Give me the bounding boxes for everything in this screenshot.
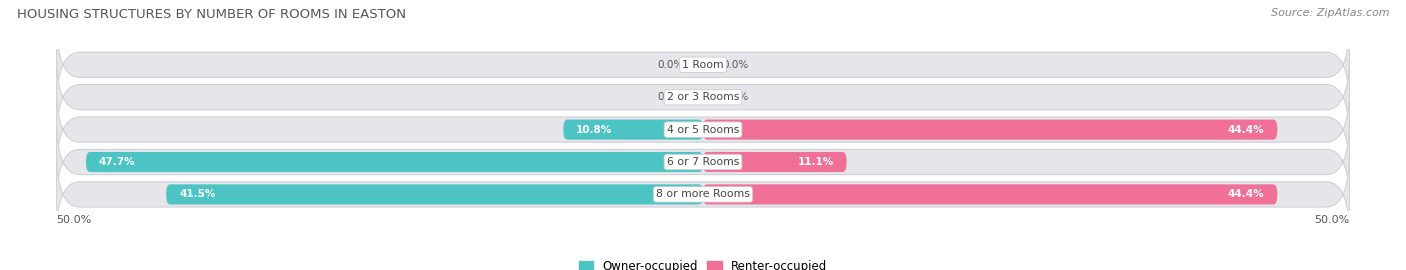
FancyBboxPatch shape <box>564 120 703 140</box>
Text: 6 or 7 Rooms: 6 or 7 Rooms <box>666 157 740 167</box>
Text: 47.7%: 47.7% <box>98 157 135 167</box>
FancyBboxPatch shape <box>86 152 703 172</box>
Text: 44.4%: 44.4% <box>1227 124 1264 135</box>
Text: 41.5%: 41.5% <box>179 189 215 200</box>
Text: 4 or 5 Rooms: 4 or 5 Rooms <box>666 124 740 135</box>
FancyBboxPatch shape <box>56 116 1350 208</box>
Text: 11.1%: 11.1% <box>797 157 834 167</box>
FancyBboxPatch shape <box>56 84 1350 175</box>
Text: Source: ZipAtlas.com: Source: ZipAtlas.com <box>1271 8 1389 18</box>
Text: 2 or 3 Rooms: 2 or 3 Rooms <box>666 92 740 102</box>
Text: 1 Room: 1 Room <box>682 60 724 70</box>
FancyBboxPatch shape <box>703 120 1277 140</box>
Text: HOUSING STRUCTURES BY NUMBER OF ROOMS IN EASTON: HOUSING STRUCTURES BY NUMBER OF ROOMS IN… <box>17 8 406 21</box>
FancyBboxPatch shape <box>56 52 1350 143</box>
Legend: Owner-occupied, Renter-occupied: Owner-occupied, Renter-occupied <box>579 260 827 270</box>
FancyBboxPatch shape <box>703 152 846 172</box>
Text: 10.8%: 10.8% <box>576 124 613 135</box>
FancyBboxPatch shape <box>703 184 1277 204</box>
FancyBboxPatch shape <box>56 19 1350 110</box>
Text: 0.0%: 0.0% <box>723 92 748 102</box>
Text: 50.0%: 50.0% <box>56 215 91 225</box>
Text: 44.4%: 44.4% <box>1227 189 1264 200</box>
FancyBboxPatch shape <box>166 184 703 204</box>
Text: 50.0%: 50.0% <box>1315 215 1350 225</box>
Text: 8 or more Rooms: 8 or more Rooms <box>657 189 749 200</box>
Text: 0.0%: 0.0% <box>658 60 683 70</box>
Text: 0.0%: 0.0% <box>723 60 748 70</box>
Text: 0.0%: 0.0% <box>658 92 683 102</box>
FancyBboxPatch shape <box>56 149 1350 240</box>
